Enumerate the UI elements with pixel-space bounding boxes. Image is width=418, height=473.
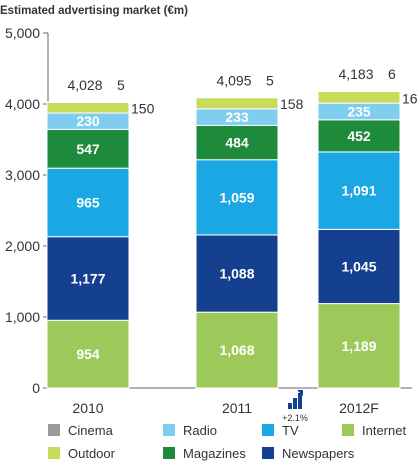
y-tick-label: 1,000 [5, 309, 40, 325]
bar-segment-magazines [317, 119, 401, 153]
y-tick-label: 0 [32, 380, 40, 396]
data-label-radio: 235 [347, 103, 371, 119]
data-label-cinema: 6 [388, 66, 396, 82]
legend-item-newspapers: Newspapers [262, 446, 355, 461]
y-tick-label: 2,000 [5, 238, 40, 254]
bar-segment-newspapers [317, 228, 401, 305]
data-label-newspapers: 1,177 [70, 270, 105, 286]
legend-label: Magazines [183, 446, 246, 461]
data-label-cinema: 5 [117, 77, 125, 93]
bar-segment-outdoor [317, 90, 401, 104]
legend-label: Cinema [68, 423, 114, 438]
data-label-magazines: 547 [76, 141, 100, 157]
data-label-outdoor: 165 [402, 90, 418, 106]
legend-label: TV [282, 423, 299, 438]
x-axis-labels: 2010 2011 2012F [72, 400, 378, 416]
legend-item-tv: TV [262, 423, 299, 438]
y-tick-label: 5,000 [5, 25, 40, 41]
data-label-tv: 1,059 [219, 189, 254, 205]
bars [46, 90, 401, 389]
legend-swatch [342, 424, 354, 436]
data-label-radio: 233 [225, 109, 249, 125]
data-label-tv: 965 [76, 194, 100, 210]
y-axis: 0 1,000 2,000 3,000 4,000 5,000 [5, 25, 412, 396]
legend: Cinema Radio TV Internet Outdoor Magazines New… [48, 423, 406, 461]
growth-annotation-text: +2.1% [282, 413, 308, 423]
bar-segment-internet [317, 303, 401, 389]
legend-swatch [262, 424, 274, 436]
bar-segment-tv [46, 167, 130, 238]
x-tick-label: 2010 [72, 400, 103, 416]
legend-item-cinema: Cinema [48, 423, 114, 438]
legend-label: Radio [183, 423, 217, 438]
data-label-tv: 1,091 [341, 183, 376, 199]
bar-segment-cinema [195, 96, 279, 99]
legend-item-outdoor: Outdoor [48, 446, 116, 461]
bar-segment-cinema [46, 101, 130, 104]
legend-label: Outdoor [68, 446, 116, 461]
data-label-magazines: 484 [225, 135, 249, 151]
total-label: 4,028 [67, 77, 102, 93]
bar-segment-internet [195, 311, 279, 389]
data-label-internet: 1,068 [219, 342, 254, 358]
bar-segment-magazines [195, 124, 279, 161]
legend-swatch [48, 447, 60, 459]
x-tick-label: 2011 [222, 400, 252, 416]
data-label-cinema: 5 [266, 72, 274, 88]
bar-segment-internet [46, 319, 130, 389]
y-tick-label: 4,000 [5, 96, 40, 112]
bar-segment-newspapers [46, 236, 130, 321]
legend-label: Internet [362, 423, 406, 438]
legend-swatch [163, 447, 175, 459]
bar-segment-tv [317, 151, 401, 230]
legend-item-radio: Radio [163, 423, 217, 438]
growth-bars-icon [288, 390, 303, 409]
data-label-magazines: 452 [347, 128, 371, 144]
bar-segment-outdoor [195, 97, 279, 110]
chart-title: Estimated advertising market (€m) [0, 5, 188, 17]
bar-segment-tv [195, 159, 279, 236]
x-tick-label: 2012F [339, 400, 379, 416]
legend-item-internet: Internet [342, 423, 406, 438]
growth-annotation: +2.1% [282, 390, 308, 423]
y-tick-label: 3,000 [5, 167, 40, 183]
data-labels: 954 1,177 965 547 230 150 5 4,028 1,068 1,088 1,05… [67, 66, 418, 362]
data-label-outdoor: 158 [280, 96, 304, 112]
total-label: 4,183 [338, 66, 373, 82]
bar-segment-outdoor [46, 101, 130, 114]
total-label: 4,095 [216, 72, 251, 88]
data-label-outdoor: 150 [131, 101, 155, 117]
legend-swatch [163, 424, 175, 436]
data-label-radio: 230 [76, 113, 100, 129]
data-label-internet: 1,189 [341, 338, 376, 354]
bar-segment-newspapers [195, 234, 279, 313]
legend-swatch [262, 447, 274, 459]
legend-swatch [48, 424, 60, 436]
bar-segment-cinema [317, 90, 401, 93]
data-label-internet: 954 [76, 346, 100, 362]
legend-item-magazines: Magazines [163, 446, 246, 461]
data-label-newspapers: 1,088 [219, 266, 254, 282]
legend-label: Newspapers [282, 446, 355, 461]
data-label-newspapers: 1,045 [341, 258, 376, 274]
